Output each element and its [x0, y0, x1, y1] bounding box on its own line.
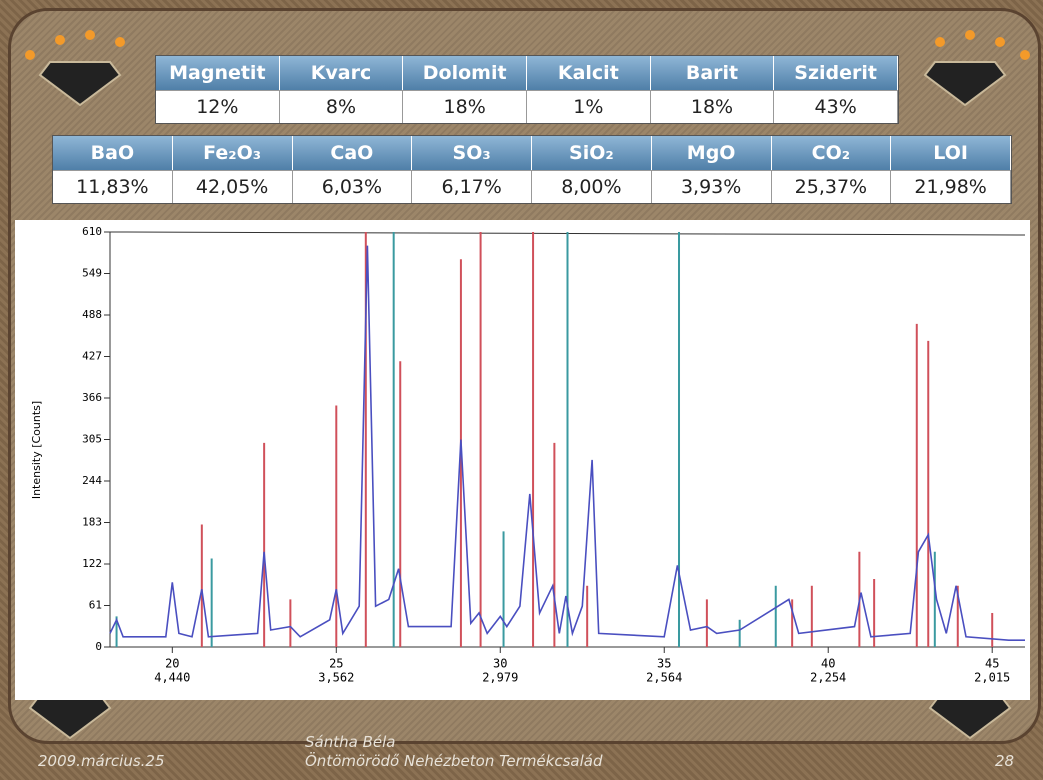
table-cell: 8,00%: [532, 170, 652, 203]
table-header: Barit: [651, 56, 775, 90]
star: [965, 30, 975, 40]
diamond-icon: [30, 695, 110, 738]
table-header: Kalcit: [527, 56, 651, 90]
slide: MagnetitKvarcDolomitKalcitBaritSziderit1…: [0, 0, 1043, 780]
y-tick-label: 427: [82, 350, 102, 363]
table-header: CaO: [293, 136, 413, 170]
star: [935, 37, 945, 47]
table-header: Magnetit: [156, 56, 280, 90]
footer-date: 2009.március.25: [38, 752, 165, 770]
table-cell: 12%: [156, 90, 280, 123]
y-tick-label: 122: [82, 557, 102, 570]
y-tick-label: 183: [82, 516, 102, 529]
y-axis-label: Intensity [Counts]: [30, 401, 43, 499]
table-cell: 21,98%: [891, 170, 1011, 203]
y-tick-label: 305: [82, 433, 102, 446]
table-header: LOI: [891, 136, 1011, 170]
y-tick-label: 488: [82, 308, 102, 321]
table-cell: 18%: [651, 90, 775, 123]
table-header: Sziderit: [774, 56, 898, 90]
table-cell: 3,93%: [652, 170, 772, 203]
table-cell: 6,03%: [293, 170, 413, 203]
diamond-icon: [930, 695, 1010, 738]
star: [55, 35, 65, 45]
y-tick-label: 244: [82, 474, 102, 487]
table-cell: 43%: [774, 90, 898, 123]
page-number: 28: [995, 752, 1014, 770]
table-header: SO₃: [412, 136, 532, 170]
table-cell: 6,17%: [412, 170, 532, 203]
diamond-icon: [925, 62, 1005, 105]
table-header: MgO: [652, 136, 772, 170]
star: [25, 50, 35, 60]
table-header: Fe₂O₃: [173, 136, 293, 170]
footer-author: Sántha Béla: [305, 733, 395, 751]
xrd-chart: 061122183244305366427488549610204,440253…: [15, 220, 1030, 700]
x-tick-label: 35: [657, 657, 671, 671]
star: [1020, 50, 1030, 60]
y-tick-label: 610: [82, 225, 102, 238]
table-cell: 18%: [403, 90, 527, 123]
x-tick-label: 30: [493, 657, 507, 671]
x-dspacing-label: 2,254: [810, 671, 846, 685]
x-dspacing-label: 2,979: [482, 671, 518, 685]
y-tick-label: 61: [89, 599, 102, 612]
star: [115, 37, 125, 47]
table-cell: 25,37%: [772, 170, 892, 203]
table-header: SiO₂: [532, 136, 652, 170]
table-cell: 11,83%: [53, 170, 173, 203]
star: [85, 30, 95, 40]
x-dspacing-label: 3,562: [318, 671, 354, 685]
x-dspacing-label: 2,015: [974, 671, 1010, 685]
footer-title: Öntömörödő Nehézbeton Termékcsalád: [305, 752, 602, 770]
table-cell: 1%: [527, 90, 651, 123]
table-header: CO₂: [772, 136, 892, 170]
x-tick-label: 20: [165, 657, 179, 671]
x-tick-label: 45: [985, 657, 999, 671]
table-header: Dolomit: [403, 56, 527, 90]
table-header: BaO: [53, 136, 173, 170]
y-tick-label: 0: [95, 640, 102, 653]
x-dspacing-label: 4,440: [154, 671, 190, 685]
y-tick-label: 366: [82, 391, 102, 404]
star: [995, 37, 1005, 47]
table-cell: 42,05%: [173, 170, 293, 203]
x-tick-label: 25: [329, 657, 343, 671]
x-dspacing-label: 2,564: [646, 671, 682, 685]
y-tick-label: 549: [82, 267, 102, 280]
x-tick-label: 40: [821, 657, 835, 671]
table-header: Kvarc: [280, 56, 404, 90]
diamond-icon: [40, 62, 120, 105]
table-cell: 8%: [280, 90, 404, 123]
